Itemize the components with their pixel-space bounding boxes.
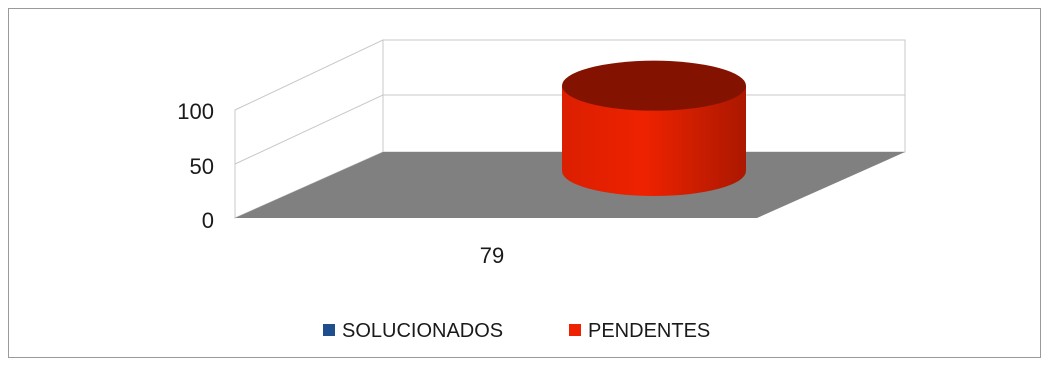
bar-pendentes bbox=[562, 60, 746, 196]
y-tick-label: 0 bbox=[202, 208, 214, 233]
y-axis: 100 50 0 bbox=[177, 99, 214, 233]
legend-label-pendentes: PENDENTES bbox=[588, 320, 710, 342]
legend-swatch-pendentes bbox=[569, 324, 581, 336]
legend-swatch-solucionados bbox=[323, 324, 335, 336]
bars-layer bbox=[562, 60, 746, 196]
legend-label-solucionados: SOLUCIONADOS bbox=[342, 320, 503, 342]
y-tick-label: 100 bbox=[177, 99, 214, 124]
bar-top-pendentes bbox=[562, 60, 746, 111]
y-tick-label: 50 bbox=[190, 154, 214, 179]
bar-body-pendentes bbox=[562, 85, 746, 196]
side-wall-gridline-50 bbox=[234, 94, 384, 165]
legend: SOLUCIONADOS PENDENTES bbox=[323, 320, 710, 342]
x-category-label: 79 bbox=[480, 243, 504, 268]
